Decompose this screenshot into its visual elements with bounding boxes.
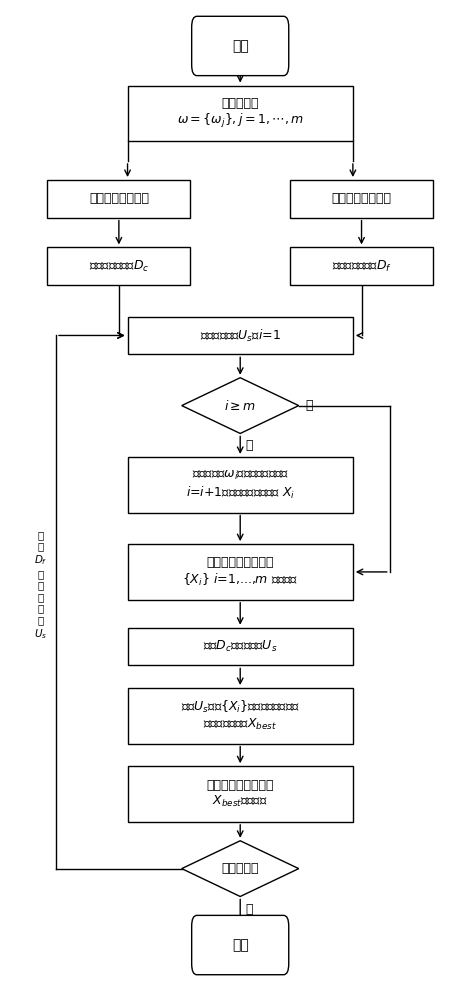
Text: 高保真度全波仿真: 高保真度全波仿真 (332, 192, 391, 205)
Bar (128, 457, 353, 513)
Bar (128, 688, 353, 744)
Text: 高保真度数据集$D_f$: 高保真度数据集$D_f$ (332, 259, 391, 274)
FancyBboxPatch shape (192, 915, 289, 975)
Text: 低保真度数据集$D_c$: 低保真度数据集$D_c$ (89, 259, 149, 274)
Bar (128, 628, 353, 665)
Bar (128, 544, 353, 600)
Text: 结束: 结束 (232, 938, 249, 952)
Text: 满足目标？: 满足目标？ (221, 862, 259, 875)
Bar (48, 180, 190, 218)
Bar (128, 86, 353, 141)
Text: 是: 是 (245, 903, 253, 916)
FancyBboxPatch shape (192, 16, 289, 76)
Bar (290, 180, 433, 218)
Text: 是: 是 (305, 399, 313, 412)
Bar (128, 766, 353, 822)
Text: 高保真度全波仿真对
$X_{best}$进行仿真: 高保真度全波仿真对 $X_{best}$进行仿真 (206, 779, 274, 809)
Text: 初始化参数
$\omega=\{\omega_j\},j=1,\cdots,m$: 初始化参数 $\omega=\{\omega_j\},j=1,\cdots,m$ (177, 97, 304, 130)
Text: 更新$D_c$并重新训练$U_s$: 更新$D_c$并重新训练$U_s$ (203, 639, 277, 654)
Text: 否: 否 (245, 439, 253, 452)
Text: 低保真度全波仿真: 低保真度全波仿真 (89, 192, 149, 205)
Text: 低保真度全波仿真对
$\{X_i\}$ $i$=1,...,$m$ 进行仿真: 低保真度全波仿真对 $\{X_i\}$ $i$=1,...,$m$ 进行仿真 (182, 556, 299, 588)
Polygon shape (182, 841, 299, 896)
Text: 开始: 开始 (232, 39, 249, 53)
Bar (48, 247, 190, 285)
Text: 遗传算法和$\omega_i$搜索全局最优値，
$i$=$i$+1，保存预测输入参数 $X_i$: 遗传算法和$\omega_i$搜索全局最优値， $i$=$i$+1，保存预测输入… (186, 469, 295, 501)
Text: 更
新
$D_f$
并
重
新
训
练
$U_s$: 更 新 $D_f$ 并 重 新 训 练 $U_s$ (34, 530, 48, 641)
Polygon shape (182, 378, 299, 433)
Text: $i\geq m$: $i\geq m$ (224, 399, 256, 413)
Text: 利用$U_s$预测$\{X_i\}$，预测値最优对应
的输入参数记为$X_{best}$: 利用$U_s$预测$\{X_i\}$，预测値最优对应 的输入参数记为$X_{be… (181, 699, 300, 732)
Text: 建立代理模型$U_s$，$i$=1: 建立代理模型$U_s$，$i$=1 (200, 327, 281, 344)
Bar (128, 317, 353, 354)
Bar (290, 247, 433, 285)
